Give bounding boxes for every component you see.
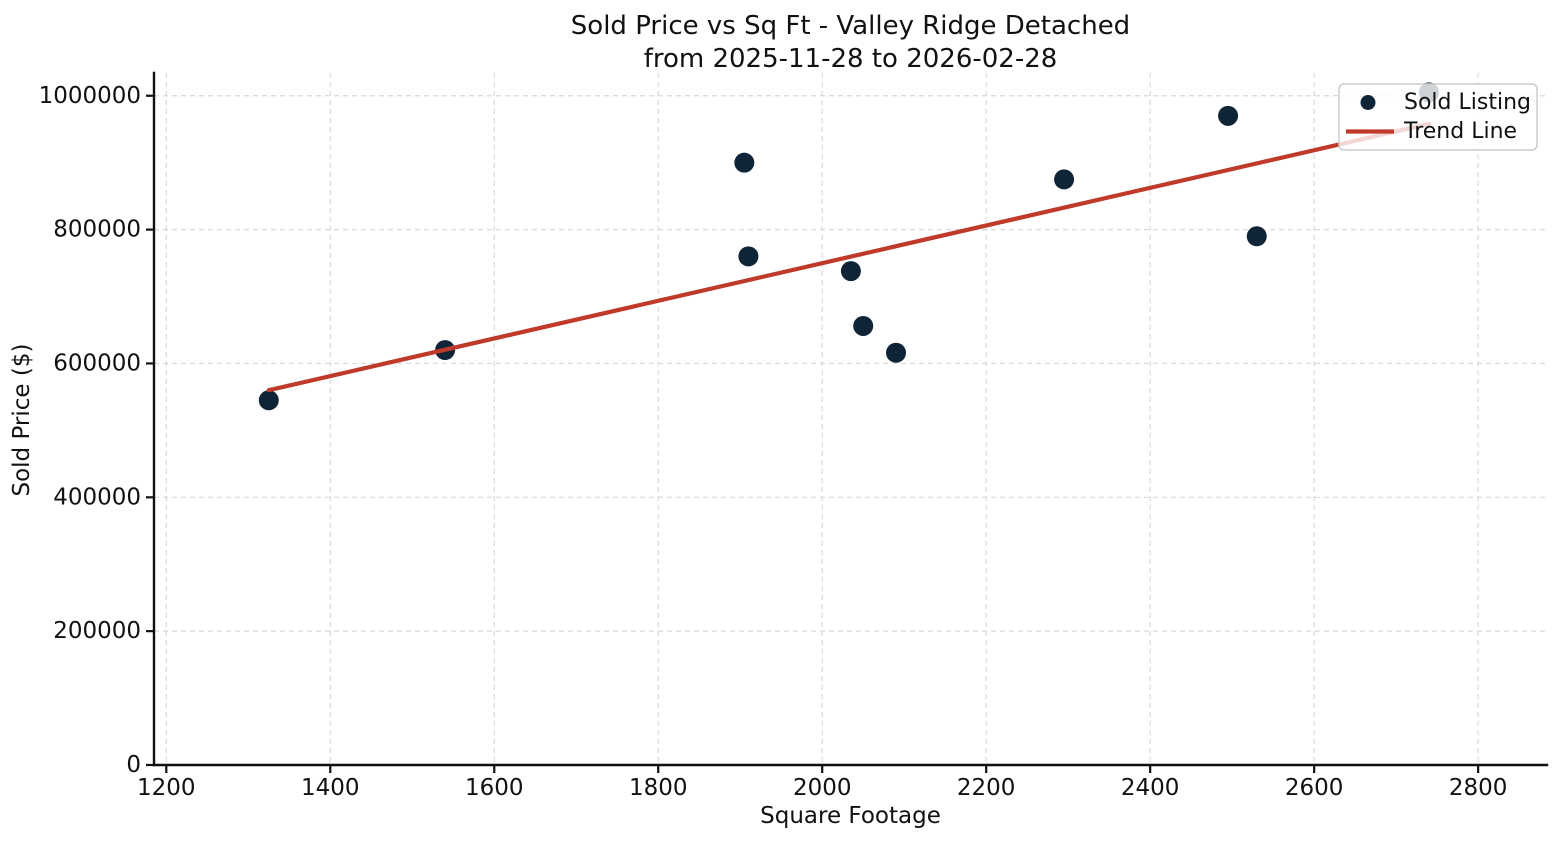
x-tick-label: 2200 [957, 775, 1016, 801]
scatter-point [734, 152, 755, 173]
x-tick-label: 1200 [137, 775, 196, 801]
scatter-point [1246, 226, 1267, 247]
y-tick-label: 600000 [53, 350, 141, 376]
y-tick-label: 400000 [53, 484, 141, 510]
y-tick-label: 1000000 [39, 83, 141, 109]
y-tick-label: 800000 [53, 217, 141, 243]
x-tick-label: 1800 [629, 775, 688, 801]
legend-point-marker [1360, 95, 1376, 110]
x-tick-label: 2600 [1285, 775, 1344, 801]
scatter-point [886, 342, 907, 363]
x-tick-label: 1600 [465, 775, 524, 801]
scatter-point [853, 315, 874, 336]
chart-subtitle: from 2025-11-28 to 2026-02-28 [643, 44, 1058, 74]
scatter-point [1054, 169, 1075, 190]
scatter-point [738, 246, 759, 267]
scatter-point [1218, 105, 1239, 126]
legend-item-label: Sold Listing [1404, 90, 1531, 115]
trend-line [266, 121, 1432, 393]
y-tick-label: 0 [126, 752, 141, 778]
scatter-point [258, 390, 279, 411]
chart-title: Sold Price vs Sq Ft - Valley Ridge Detac… [570, 11, 1131, 41]
x-tick-label: 2800 [1449, 775, 1508, 801]
x-axis-label: Square Footage [760, 803, 941, 829]
scatter-point [840, 261, 861, 282]
x-tick-label: 2400 [1121, 775, 1180, 801]
x-tick-label: 1400 [301, 775, 360, 801]
chart-title-block: Sold Price vs Sq Ft - Valley Ridge Detac… [154, 10, 1547, 76]
legend: Sold Listing Trend Line [1338, 83, 1538, 151]
y-tick-label: 200000 [53, 618, 141, 644]
legend-item-label: Trend Line [1403, 119, 1517, 144]
x-tick-label: 2000 [793, 775, 852, 801]
